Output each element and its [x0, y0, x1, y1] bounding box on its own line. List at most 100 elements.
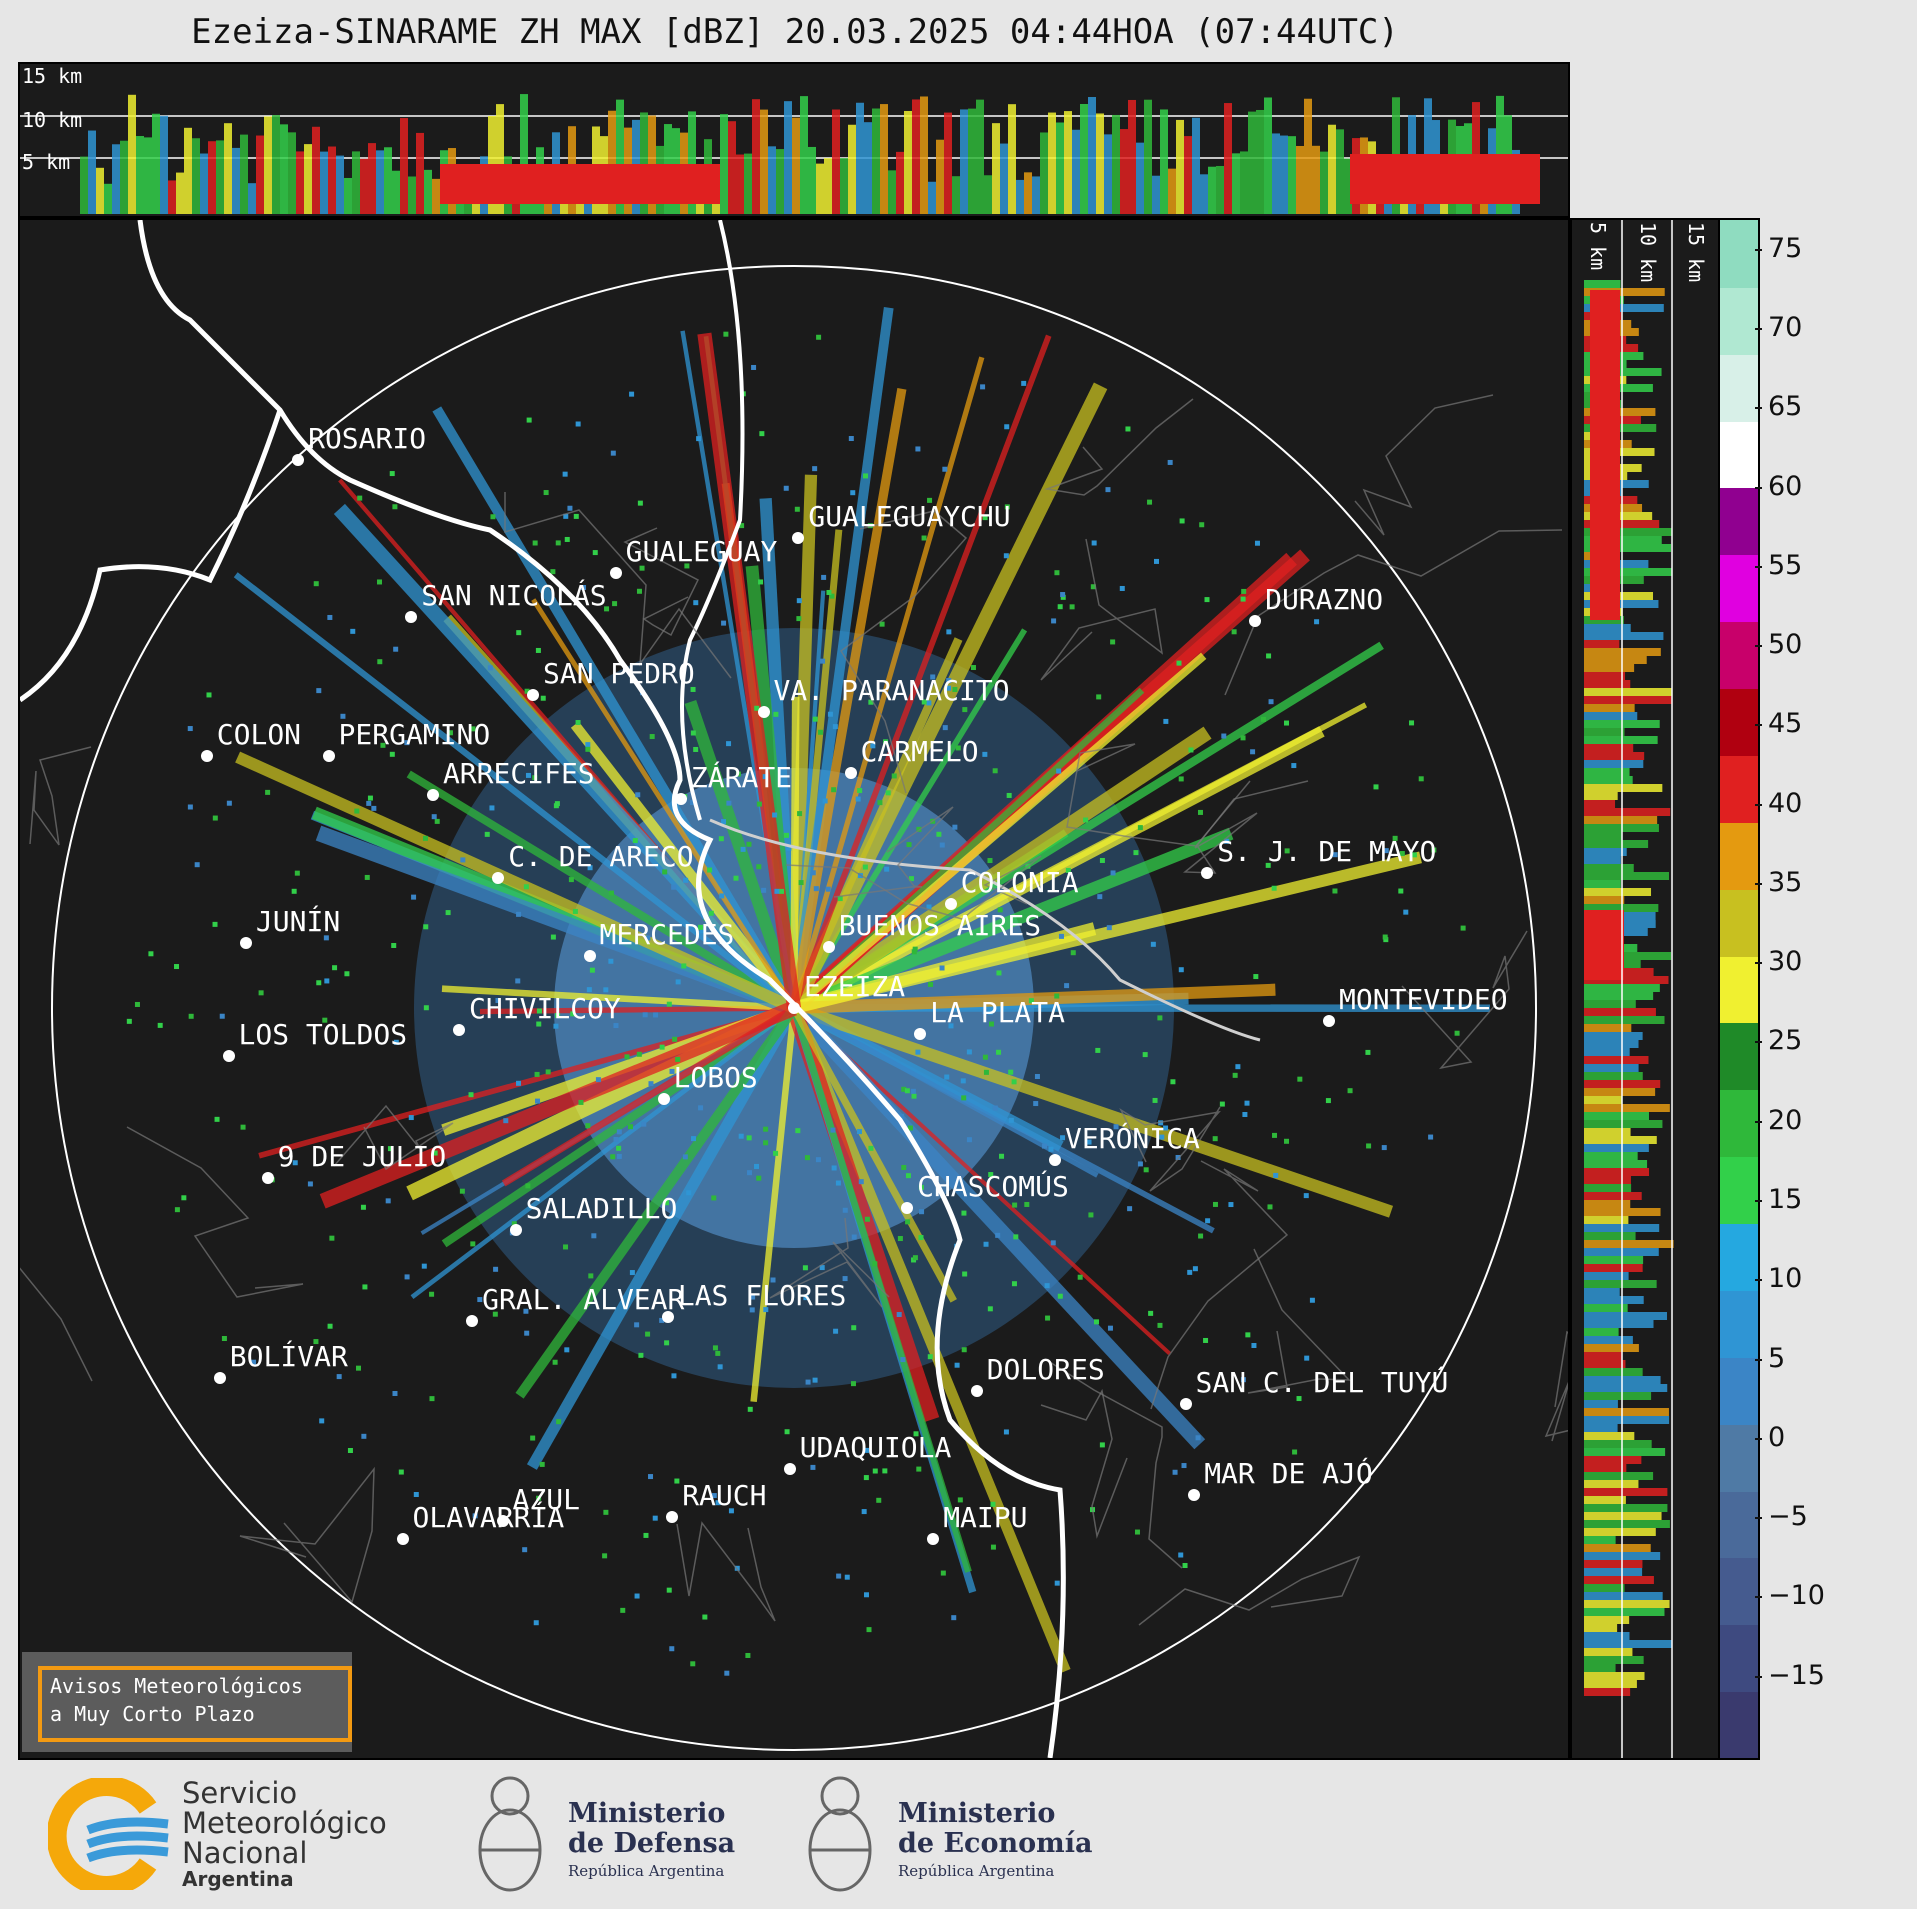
- echo-pixel: [1110, 870, 1116, 876]
- city-name: BOLÍVAR: [229, 1339, 348, 1373]
- radar-beam: [479, 1005, 795, 1015]
- echo-pixel: [820, 658, 826, 664]
- echo-pixel: [983, 1241, 989, 1247]
- radar-beam: [791, 726, 1325, 1014]
- echo-pixel: [961, 1095, 967, 1101]
- echo-pixel: [639, 565, 645, 571]
- echo-pixel: [1366, 1143, 1372, 1149]
- top-profile-column: [1160, 109, 1168, 214]
- echo-pixel: [1127, 1206, 1133, 1212]
- side-profile-row: [1584, 1600, 1670, 1608]
- top-profile-column: [880, 104, 888, 214]
- top-profile-column: [1024, 172, 1032, 214]
- echo-pixel: [982, 1009, 988, 1015]
- side-profile-row: [1584, 1056, 1649, 1064]
- echo-pixel: [1012, 1202, 1018, 1208]
- city-dot-icon: [239, 936, 252, 949]
- top-profile-column: [1200, 174, 1208, 214]
- smn-line-1: Servicio: [182, 1776, 298, 1810]
- city-name: CARMELO: [860, 735, 979, 769]
- top-profile-column: [256, 135, 264, 214]
- echo-pixel: [1110, 639, 1116, 645]
- echo-pixel: [523, 1308, 529, 1314]
- radar-beam: [793, 983, 1276, 1015]
- colorbar-segment: [1720, 286, 1758, 355]
- echo-pixel: [398, 1469, 404, 1475]
- side-profile-row: [1584, 1096, 1623, 1104]
- top-profile-column: [160, 115, 168, 214]
- side-profile-row: [1584, 1488, 1668, 1496]
- side-profile-row: [1584, 1264, 1643, 1272]
- echo-pixel: [659, 1044, 665, 1050]
- echo-pixel: [555, 540, 561, 546]
- top-profile-column: [968, 108, 976, 214]
- top-profile-column: [904, 110, 912, 214]
- side-profile-row: [1584, 888, 1652, 896]
- side-profile-row: [1584, 1296, 1644, 1304]
- side-profile-row: [1584, 768, 1630, 776]
- echo-pixel: [1197, 809, 1203, 815]
- echo-pixel: [350, 628, 356, 634]
- side-profile-row: [1584, 1592, 1663, 1600]
- echo-pixel: [877, 800, 883, 806]
- colorbar-segment: [1720, 1557, 1758, 1626]
- echo-pixel: [1091, 540, 1097, 546]
- top-profile-column: [800, 96, 808, 214]
- side-profile-row: [1584, 904, 1659, 912]
- defensa-line-1: Ministerio: [568, 1798, 726, 1829]
- echo-pixel: [1221, 733, 1227, 739]
- colorbar-segment: [1720, 420, 1758, 489]
- echo-pixel: [592, 550, 598, 556]
- radar-map[interactable]: ROSARIO GUALEGUAYCHU GUALEGUAY SAN NICOLÁS D…: [18, 218, 1570, 1760]
- echo-pixel: [762, 774, 768, 780]
- colorbar-segment: [1720, 1223, 1758, 1291]
- side-profile-row: [1584, 568, 1673, 576]
- echo-pixel: [219, 1013, 225, 1019]
- echo-pixel: [214, 1116, 220, 1122]
- district-border: [1066, 743, 1251, 847]
- side-profile-canvas: [1584, 220, 1674, 1758]
- echo-pixel: [954, 1362, 960, 1368]
- district-border: [1354, 394, 1494, 536]
- echo-pixel: [1271, 885, 1277, 891]
- echo-pixel: [987, 1009, 993, 1015]
- echo-pixel: [613, 1023, 619, 1029]
- echo-pixel: [664, 1340, 670, 1346]
- side-profile-row: [1584, 744, 1634, 752]
- side-profile-row: [1584, 528, 1673, 536]
- echo-pixel: [763, 1140, 769, 1146]
- echo-pixel: [361, 1433, 367, 1439]
- echo-pixel: [721, 819, 727, 825]
- side-profile-row: [1584, 1232, 1636, 1240]
- top-profile-column: [936, 139, 944, 214]
- echo-pixel: [567, 505, 573, 511]
- echo-pixel: [1050, 1240, 1056, 1246]
- echo-pixel: [585, 742, 591, 748]
- echo-pixel: [699, 928, 705, 934]
- echo-pixel: [698, 1105, 704, 1111]
- top-profile-column: [80, 156, 88, 214]
- echo-pixel: [857, 788, 863, 794]
- echo-pixel: [362, 1284, 368, 1290]
- echo-pixel: [1253, 974, 1259, 980]
- warning-box[interactable]: Avisos Meteorológicos a Muy Corto Plazo: [22, 1652, 352, 1752]
- echo-pixel: [495, 997, 501, 1003]
- echo-pixel: [389, 751, 395, 757]
- side-profile-row: [1584, 848, 1627, 856]
- echo-pixel: [1028, 998, 1034, 1004]
- echo-pixel: [666, 1001, 672, 1007]
- echo-pixel: [470, 726, 476, 732]
- echo-pixel: [970, 665, 976, 671]
- echo-pixel: [960, 1078, 966, 1084]
- echo-pixel: [734, 1565, 740, 1571]
- echo-pixel: [1332, 852, 1338, 858]
- echo-pixel: [532, 775, 538, 781]
- echo-pixel: [1265, 862, 1271, 868]
- echo-pixel: [831, 787, 837, 793]
- warning-box-frame[interactable]: Avisos Meteorológicos a Muy Corto Plazo: [38, 1666, 352, 1742]
- echo-pixel: [1240, 596, 1246, 602]
- side-profile-row: [1584, 760, 1644, 768]
- radar-beam: [233, 572, 796, 1011]
- echo-pixel: [1093, 1319, 1099, 1325]
- echo-pixel: [1070, 950, 1076, 956]
